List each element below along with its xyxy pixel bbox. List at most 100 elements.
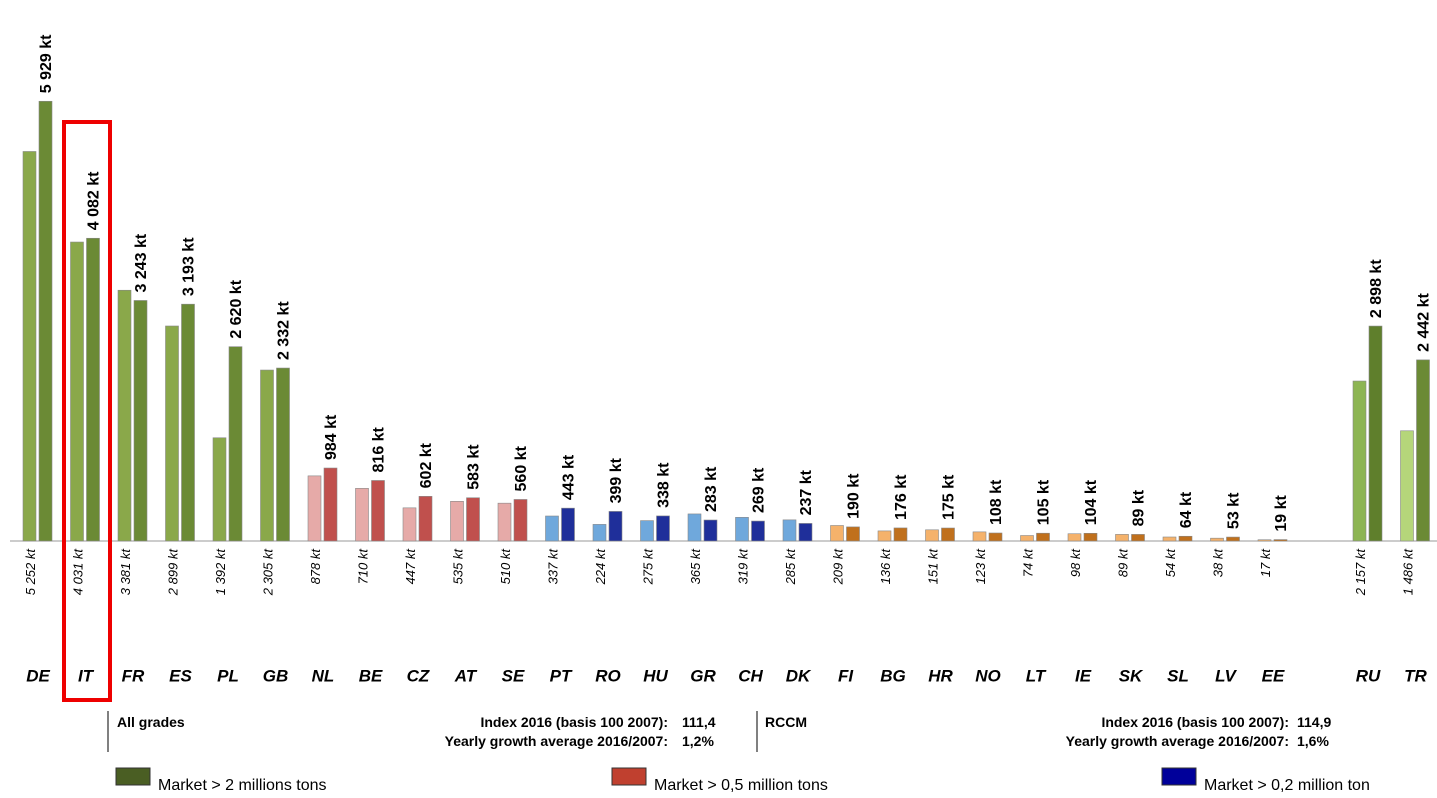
bar	[798, 523, 813, 542]
x-tick-label: NL	[312, 666, 335, 685]
note-value: 114,9	[1297, 714, 1331, 730]
bar	[181, 303, 195, 542]
value-label: 136 kt	[878, 548, 893, 585]
x-tick-label: BG	[880, 666, 906, 685]
value-label: 583 kt	[466, 444, 483, 490]
bar	[228, 346, 243, 542]
x-tick-label: DE	[26, 666, 50, 685]
bar	[497, 502, 512, 542]
value-label: 105 kt	[1036, 479, 1053, 525]
bar	[307, 475, 322, 542]
bar	[1115, 534, 1129, 542]
value-label: 535 kt	[451, 548, 466, 585]
x-tick-label: HU	[643, 666, 668, 685]
x-tick-label: AT	[454, 666, 478, 685]
note-label: Yearly growth average 2016/2007:	[1066, 733, 1289, 749]
legend-label: Market > 0,2 million ton	[1204, 777, 1370, 794]
value-label: 19 kt	[1273, 494, 1290, 531]
legend-swatch	[115, 767, 151, 786]
bar	[117, 289, 132, 542]
bar	[830, 525, 844, 542]
value-label: 878 kt	[308, 548, 323, 585]
x-tick-label: LT	[1026, 666, 1047, 685]
note-value: 1,2%	[682, 733, 714, 749]
x-tick-label: SE	[502, 666, 525, 685]
value-label: 190 kt	[846, 473, 863, 519]
legend-label: Market > 0,5 million tons	[654, 777, 828, 794]
x-tick-label: NO	[975, 666, 1001, 685]
bar	[70, 241, 84, 542]
value-label: 74 kt	[1021, 548, 1036, 578]
bar	[1178, 535, 1193, 542]
bar	[38, 100, 53, 542]
x-tick-label: PL	[217, 666, 239, 685]
value-label: 443 kt	[561, 454, 578, 500]
bar	[1273, 539, 1288, 542]
x-tick-label: CH	[738, 666, 763, 685]
value-label: 337 kt	[546, 548, 561, 585]
note-value: 111,4	[682, 714, 716, 730]
x-tick-label: SK	[1119, 666, 1144, 685]
x-tick-label: BE	[359, 666, 383, 685]
value-label: 176 kt	[893, 474, 910, 520]
bar	[260, 369, 274, 542]
bar	[165, 325, 179, 542]
bar	[1162, 536, 1177, 542]
bar	[656, 515, 670, 542]
bar	[640, 520, 654, 542]
bar	[925, 529, 939, 542]
value-label: 3 193 kt	[181, 237, 198, 296]
bar	[513, 499, 528, 542]
bar	[703, 519, 718, 542]
bar	[1131, 534, 1145, 542]
value-label: 3 381 kt	[118, 548, 133, 596]
value-label: 269 kt	[751, 467, 768, 513]
x-tick-label: ES	[169, 666, 192, 685]
value-label: 64 kt	[1178, 491, 1195, 528]
value-label: 319 kt	[736, 548, 751, 585]
value-label: 338 kt	[656, 462, 673, 508]
value-label: 2 442 kt	[1416, 293, 1433, 352]
value-label: 38 kt	[1211, 548, 1226, 578]
bar	[988, 532, 1003, 542]
value-label: 89 kt	[1116, 548, 1131, 578]
value-label: 984 kt	[323, 414, 340, 460]
value-label: 710 kt	[356, 548, 371, 585]
value-label: 275 kt	[641, 548, 656, 586]
bar	[877, 530, 892, 542]
highlight-box	[62, 120, 112, 702]
bar	[735, 517, 749, 542]
x-tick-label: FI	[838, 666, 854, 685]
note-label: Index 2016 (basis 100 2007):	[480, 714, 668, 730]
value-label: 510 kt	[498, 548, 513, 585]
value-label: 108 kt	[988, 479, 1005, 525]
bar	[371, 480, 385, 542]
value-label: 5 252 kt	[23, 548, 38, 596]
value-label: 2 157 kt	[1353, 548, 1368, 597]
x-tick-label: IT	[78, 666, 95, 685]
bar	[355, 488, 369, 542]
value-label: 283 kt	[703, 466, 720, 512]
bar	[545, 515, 559, 542]
value-label: 224 kt	[593, 548, 608, 586]
note-title: RCCM	[765, 714, 807, 730]
value-label: 285 kt	[783, 548, 798, 586]
value-label: 3 243 kt	[133, 233, 150, 292]
bar	[592, 524, 607, 542]
x-tick-label: IE	[1075, 666, 1092, 685]
bar	[1226, 536, 1240, 542]
value-label: 151 kt	[926, 548, 941, 585]
value-label: 1 486 kt	[1401, 548, 1416, 596]
x-tick-label: SL	[1167, 666, 1189, 685]
bar	[608, 511, 623, 542]
legend-swatch	[611, 767, 647, 786]
bar	[1083, 532, 1098, 542]
value-label: 2 332 kt	[276, 301, 293, 360]
bar	[1036, 532, 1050, 542]
value-label: 1 392 kt	[213, 548, 228, 596]
x-tick-label: GR	[690, 666, 716, 685]
bar	[450, 501, 464, 542]
value-label: 816 kt	[371, 426, 388, 472]
x-tick-label: PT	[550, 666, 573, 685]
